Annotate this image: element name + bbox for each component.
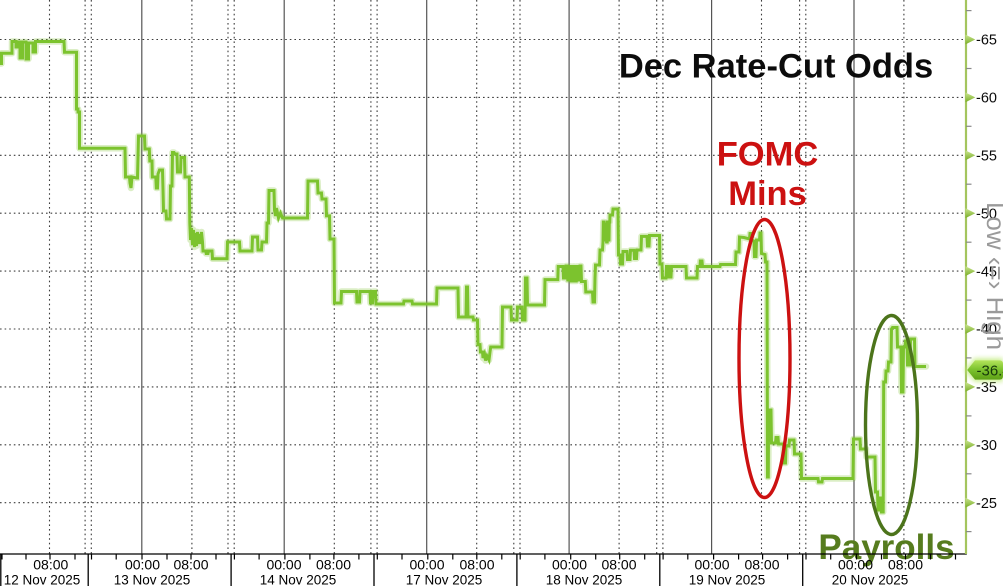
svg-text:00:00: 00:00: [125, 557, 160, 573]
svg-text:-40: -40: [976, 322, 997, 338]
svg-text:-55: -55: [976, 149, 997, 165]
svg-text:08:00: 08:00: [173, 557, 208, 573]
svg-text:-36.4: -36.4: [977, 363, 1003, 380]
svg-text:12 Nov 2025: 12 Nov 2025: [4, 573, 81, 586]
svg-text:-25: -25: [976, 496, 997, 512]
svg-text:08:00: 08:00: [888, 557, 923, 573]
svg-text:08:00: 08:00: [33, 557, 68, 573]
svg-text:18 Nov 2025: 18 Nov 2025: [546, 573, 623, 586]
svg-text:-45: -45: [976, 264, 997, 280]
svg-text:-65: -65: [976, 33, 997, 49]
svg-text:17 Nov 2025: 17 Nov 2025: [406, 573, 483, 586]
svg-text:FOMC: FOMC: [717, 136, 819, 174]
svg-text:-60: -60: [976, 91, 997, 107]
svg-text:14 Nov 2025: 14 Nov 2025: [260, 573, 337, 586]
svg-text:08:00: 08:00: [601, 557, 636, 573]
svg-text:Mins: Mins: [728, 175, 807, 213]
svg-text:19 Nov 2025: 19 Nov 2025: [689, 573, 766, 586]
svg-text:00:00: 00:00: [409, 557, 444, 573]
svg-text:Payrolls: Payrolls: [818, 528, 954, 567]
svg-text:00:00: 00:00: [552, 557, 587, 573]
svg-text:-50: -50: [976, 206, 997, 222]
svg-text:-30: -30: [976, 438, 997, 454]
svg-text:00:00: 00:00: [838, 557, 873, 573]
svg-text:00:00: 00:00: [266, 557, 301, 573]
svg-text:Dec Rate-Cut Odds: Dec Rate-Cut Odds: [619, 48, 933, 86]
svg-text:08:00: 08:00: [459, 557, 494, 573]
svg-text:08:00: 08:00: [744, 557, 779, 573]
svg-text:08:00: 08:00: [316, 557, 351, 573]
svg-text:13 Nov 2025: 13 Nov 2025: [114, 573, 191, 586]
svg-text:Low ‹=› High: Low ‹=› High: [981, 202, 1003, 350]
svg-text:-35: -35: [976, 380, 997, 396]
svg-text:00:00: 00:00: [694, 557, 729, 573]
svg-text:20 Nov 2025: 20 Nov 2025: [832, 573, 909, 586]
